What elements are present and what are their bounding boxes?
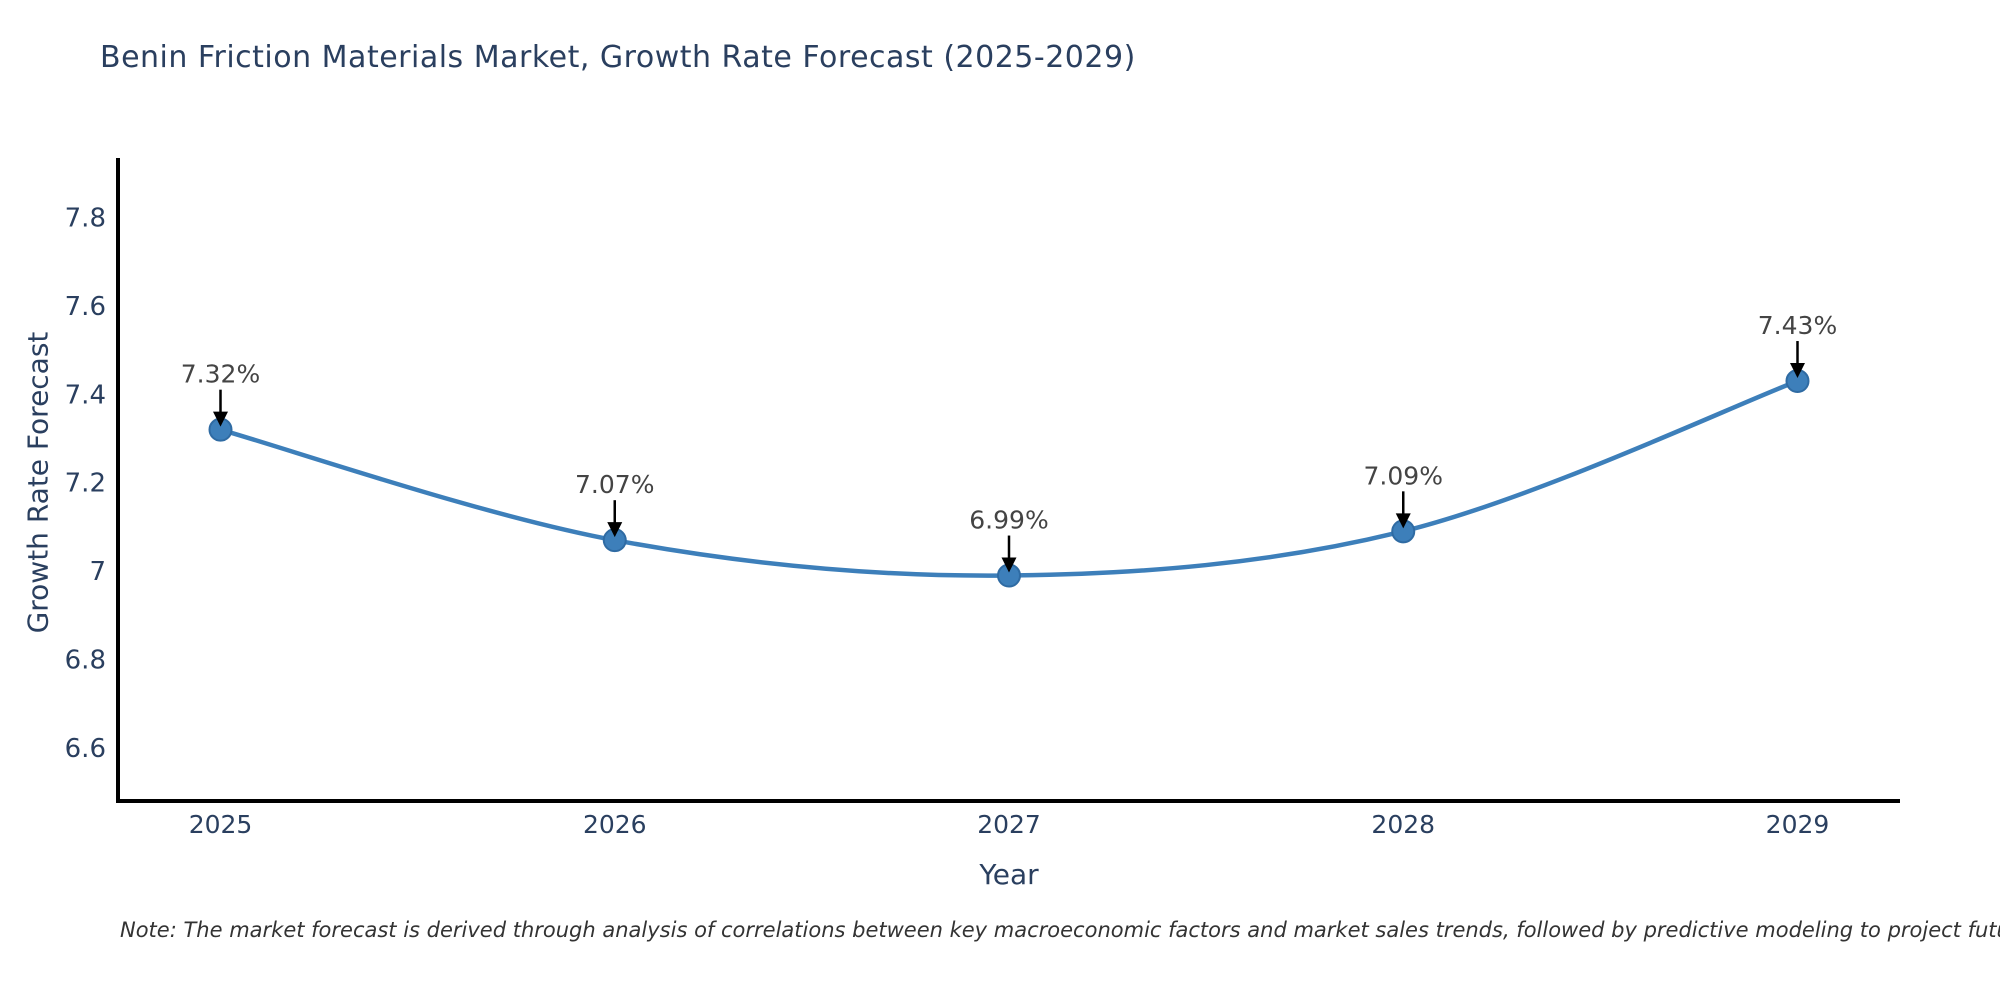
- x-tick-labels: 2025 2026 2027 2028 2029: [189, 810, 1830, 839]
- point-value-label: 7.32%: [181, 360, 260, 389]
- y-tick-label: 7.8: [65, 203, 106, 233]
- y-tick-label: 6.8: [65, 646, 106, 676]
- footnote: Note: The market forecast is derived thr…: [120, 918, 2000, 942]
- y-tick-labels: 6.6 6.8 7 7.2 7.4 7.6 7.8: [65, 203, 106, 763]
- x-tick-label: 2029: [1766, 810, 1830, 839]
- x-axis-title: Year: [979, 858, 1039, 891]
- annotation-arrowhead: [213, 411, 229, 427]
- point-value-label: 7.43%: [1758, 311, 1837, 340]
- x-tick-label: 2027: [977, 810, 1041, 839]
- annotation-arrowhead: [1789, 363, 1805, 379]
- chart-title: Benin Friction Materials Market, Growth …: [100, 40, 1136, 75]
- annotation-arrowhead: [607, 522, 623, 538]
- y-tick-label: 7.2: [65, 469, 106, 499]
- y-tick-label: 7: [89, 557, 106, 587]
- x-tick-label: 2025: [189, 810, 253, 839]
- y-tick-label: 7.6: [65, 292, 106, 322]
- point-value-label: 7.07%: [575, 470, 654, 499]
- annotation-arrowhead: [1001, 557, 1017, 573]
- x-tick-label: 2028: [1371, 810, 1435, 839]
- point-value-label: 7.09%: [1364, 461, 1443, 490]
- y-axis-title: Growth Rate Forecast: [21, 331, 55, 634]
- y-tick-label: 6.6: [65, 734, 106, 764]
- annotation-arrowhead: [1395, 513, 1411, 529]
- point-value-label: 6.99%: [969, 506, 1048, 535]
- x-tick-label: 2026: [583, 810, 647, 839]
- y-tick-label: 7.4: [65, 380, 106, 410]
- point-annotations: 7.32% 7.07% 6.99% 7.09% 7.43%: [181, 311, 1837, 573]
